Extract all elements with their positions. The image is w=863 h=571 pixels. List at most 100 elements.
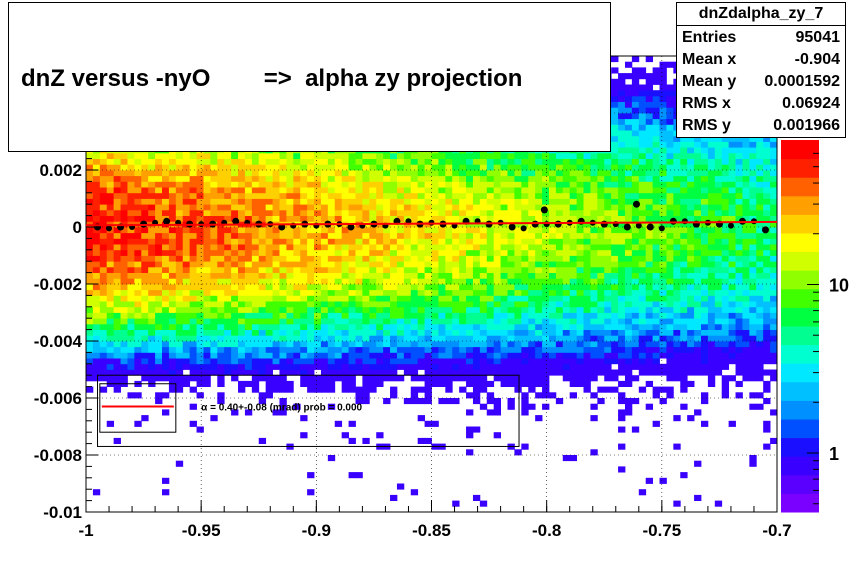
heatmap-cell xyxy=(528,204,536,211)
heatmap-cell xyxy=(631,284,640,291)
heatmap-cell xyxy=(583,204,591,211)
heatmap-cell xyxy=(611,118,619,125)
heatmap-cell xyxy=(638,175,647,182)
heatmap-cell xyxy=(300,198,308,205)
heatmap-cell xyxy=(569,249,578,256)
heatmap-cell xyxy=(618,152,626,159)
heatmap-cell xyxy=(514,232,522,239)
heatmap-cell xyxy=(168,329,177,336)
heatmap-cell xyxy=(624,84,633,91)
heatmap-cell xyxy=(562,352,571,359)
heatmap-cell xyxy=(583,301,591,308)
heatmap-cell xyxy=(417,215,425,222)
heatmap-cell xyxy=(182,329,191,336)
heatmap-cell xyxy=(659,78,667,85)
heatmap-cell xyxy=(175,152,184,159)
heatmap-cell xyxy=(569,289,578,296)
heatmap-cell xyxy=(618,227,626,234)
heatmap-cell xyxy=(583,289,591,296)
heatmap-cell xyxy=(542,249,550,256)
heatmap-cell xyxy=(396,181,405,188)
heatmap-cell xyxy=(189,341,197,348)
heatmap-cell xyxy=(355,289,363,296)
heatmap-cell xyxy=(162,284,170,291)
heatmap-cell xyxy=(528,255,536,262)
heatmap-cell xyxy=(673,329,681,336)
heatmap-cell xyxy=(362,261,370,268)
heatmap-cell xyxy=(244,158,253,165)
heatmap-cell xyxy=(155,398,163,405)
heatmap-cell xyxy=(500,284,508,291)
heatmap-cell xyxy=(479,312,488,319)
heatmap-cell xyxy=(562,164,571,171)
heatmap-cell xyxy=(182,295,191,302)
heatmap-cell xyxy=(548,272,557,279)
heatmap-cell xyxy=(542,175,550,182)
heatmap-cell xyxy=(113,369,121,376)
heatmap-cell xyxy=(472,363,481,370)
heatmap-cell xyxy=(155,187,163,194)
heatmap-cell xyxy=(320,255,329,262)
heatmap-cell xyxy=(148,255,156,262)
heatmap-cell xyxy=(127,158,135,165)
heatmap-cell xyxy=(459,346,467,353)
heatmap-cell xyxy=(466,432,474,439)
heatmap-cell xyxy=(182,278,191,285)
heatmap-cell xyxy=(390,375,398,382)
heatmap-cell xyxy=(611,238,619,245)
heatmap-cell xyxy=(300,289,308,296)
heatmap-cell xyxy=(217,170,225,177)
heatmap-cell xyxy=(134,352,142,359)
heatmap-cell xyxy=(106,358,115,365)
heatmap-cell xyxy=(334,420,343,427)
heatmap-cell xyxy=(320,209,329,216)
heatmap-cell xyxy=(86,386,94,393)
heatmap-cell xyxy=(327,192,336,199)
heatmap-cell xyxy=(624,380,633,387)
heatmap-cell xyxy=(341,209,349,216)
heatmap-cell xyxy=(410,284,419,291)
heatmap-cell xyxy=(314,261,322,268)
heatmap-cell xyxy=(493,261,501,268)
heatmap-cell xyxy=(521,369,529,376)
heatmap-cell xyxy=(210,164,218,171)
heatmap-cell xyxy=(472,266,481,273)
heatmap-cell xyxy=(134,358,142,365)
heatmap-cell xyxy=(590,318,598,325)
heatmap-cell xyxy=(638,352,647,359)
heatmap-cell xyxy=(576,295,584,302)
heatmap-cell xyxy=(168,335,177,342)
heatmap-cell xyxy=(680,249,688,256)
heatmap-cell xyxy=(500,323,508,330)
heatmap-cell xyxy=(106,352,115,359)
heatmap-cell xyxy=(127,392,135,399)
heatmap-cell xyxy=(542,312,550,319)
heatmap-cell xyxy=(348,289,356,296)
heatmap-cell xyxy=(680,312,688,319)
heatmap-cell xyxy=(224,181,232,188)
heatmap-cell xyxy=(369,369,377,376)
heatmap-cell xyxy=(279,341,287,348)
heatmap-cell xyxy=(652,295,660,302)
heatmap-cell xyxy=(535,181,543,188)
heatmap-cell xyxy=(189,284,197,291)
heatmap-cell xyxy=(535,198,543,205)
heatmap-cell xyxy=(362,289,370,296)
heatmap-cell xyxy=(327,227,336,234)
heatmap-cell xyxy=(445,318,453,325)
heatmap-cell xyxy=(638,141,647,148)
heatmap-cell xyxy=(666,232,674,239)
heatmap-cell xyxy=(355,181,363,188)
heatmap-cell xyxy=(362,312,370,319)
heatmap-cell xyxy=(424,204,432,211)
heatmap-cell xyxy=(528,375,536,382)
heatmap-cell xyxy=(604,192,612,199)
heatmap-cell xyxy=(438,352,446,359)
heatmap-cell xyxy=(175,187,184,194)
heatmap-cell xyxy=(493,432,501,439)
heatmap-cell xyxy=(182,181,191,188)
heatmap-cell xyxy=(334,187,343,194)
heatmap-cell xyxy=(272,249,280,256)
heatmap-cell xyxy=(272,192,280,199)
heatmap-cell xyxy=(362,152,370,159)
